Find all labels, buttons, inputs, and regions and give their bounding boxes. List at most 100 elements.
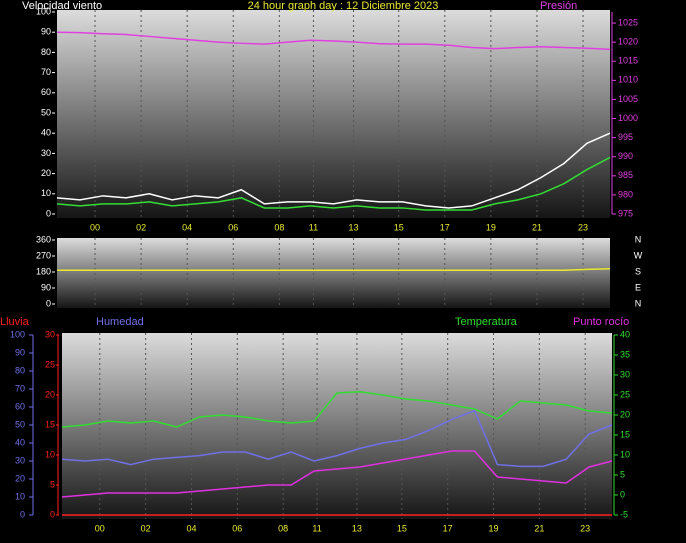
y-tick-label: 5 xyxy=(50,479,55,489)
y3-tick-label: 80 xyxy=(15,365,25,375)
plot-area xyxy=(57,10,610,218)
x-tick-label: 02 xyxy=(136,222,146,232)
legend-label: Temperatura xyxy=(455,316,518,328)
y-tick-label: 40 xyxy=(41,128,51,138)
series-line xyxy=(61,450,613,498)
x-tick-label: 04 xyxy=(182,222,192,232)
y2-tick-label: 5 xyxy=(620,469,625,479)
x-tick-label: 00 xyxy=(95,523,105,533)
y3-tick-label: 90 xyxy=(15,347,25,357)
x-tick-label: 21 xyxy=(532,222,542,232)
legend-label: Punto rocío xyxy=(573,316,629,328)
y3-tick-label: 40 xyxy=(15,437,25,447)
y2-tick-label: 1005 xyxy=(618,94,638,104)
y-tick-label: 50 xyxy=(41,107,51,117)
series-line xyxy=(61,391,613,428)
y2-tick-label: 980 xyxy=(618,189,633,199)
series-line xyxy=(56,156,611,211)
y2-tick-label: 20 xyxy=(620,409,630,419)
y2-tick-label: 990 xyxy=(618,151,633,161)
y-tick-label: 180 xyxy=(36,266,51,276)
y-tick-label: 90 xyxy=(41,27,51,37)
x-tick-label: 13 xyxy=(349,222,359,232)
x-tick-label: 15 xyxy=(394,222,404,232)
chart-title: 24 hour graph day : 12 Diciembre 2023 xyxy=(248,0,439,12)
x-tick-label: 23 xyxy=(580,523,590,533)
y-tick-label: 90 xyxy=(41,282,51,292)
y-tick-label: 0 xyxy=(46,298,51,308)
y-tick-label: 25 xyxy=(45,359,55,369)
y2-tick-label: 995 xyxy=(618,132,633,142)
x-tick-label: 13 xyxy=(352,523,362,533)
x-tick-label: 06 xyxy=(228,222,238,232)
x-tick-label: 17 xyxy=(440,222,450,232)
x-tick-label: 23 xyxy=(578,222,588,232)
series-line xyxy=(56,31,611,51)
legend-label: Humedad xyxy=(96,316,144,328)
y2-tick-label: 35 xyxy=(620,349,630,359)
y-tick-label: 30 xyxy=(41,148,51,158)
y-tick-label: 270 xyxy=(36,250,51,260)
y2-tick-label: 25 xyxy=(620,389,630,399)
x-tick-label: 19 xyxy=(486,222,496,232)
x-tick-label: 02 xyxy=(141,523,151,533)
y2-tick-label: 10 xyxy=(620,449,630,459)
x-tick-label: 19 xyxy=(489,523,499,533)
y2-tick-label: 1015 xyxy=(618,56,638,66)
legend-label: Lluvia xyxy=(0,316,30,328)
y2-tick-label: 40 xyxy=(620,329,630,339)
y-tick-label: 100 xyxy=(36,6,51,16)
plot-area xyxy=(62,333,612,519)
series-line xyxy=(56,132,611,209)
y2-tick-label: 15 xyxy=(620,429,630,439)
y3-tick-label: 0 xyxy=(20,509,25,519)
y2-tick-label: 1010 xyxy=(618,75,638,85)
y3-tick-label: 60 xyxy=(15,401,25,411)
axis-label: Velocidad viento xyxy=(22,0,102,12)
compass-label: N xyxy=(635,234,642,244)
y-tick-label: 70 xyxy=(41,67,51,77)
x-tick-label: 08 xyxy=(278,523,288,533)
y-tick-label: 20 xyxy=(41,168,51,178)
x-tick-label: 08 xyxy=(274,222,284,232)
compass-label: N xyxy=(635,298,642,308)
y2-tick-label: 30 xyxy=(620,369,630,379)
x-tick-label: 06 xyxy=(232,523,242,533)
y-tick-label: 0 xyxy=(50,509,55,519)
y-tick-label: 360 xyxy=(36,234,51,244)
x-tick-label: 11 xyxy=(309,222,318,232)
y3-tick-label: 20 xyxy=(15,473,25,483)
y-tick-label: 10 xyxy=(41,188,51,198)
y-tick-label: 15 xyxy=(45,419,55,429)
series-line xyxy=(57,268,611,271)
plot-area xyxy=(57,238,610,308)
y3-tick-label: 50 xyxy=(15,419,25,429)
y-tick-label: 80 xyxy=(41,47,51,57)
y2-tick-label: 0 xyxy=(620,489,625,499)
x-tick-label: 11 xyxy=(312,523,321,533)
x-tick-label: 15 xyxy=(397,523,407,533)
x-tick-label: 17 xyxy=(443,523,453,533)
y2-tick-label: 1020 xyxy=(618,37,638,47)
y2-tick-label: 985 xyxy=(618,170,633,180)
y3-tick-label: 100 xyxy=(10,329,25,339)
y-tick-label: 10 xyxy=(45,449,55,459)
y-tick-label: 60 xyxy=(41,87,51,97)
y3-tick-label: 30 xyxy=(15,455,25,465)
y3-tick-label: 70 xyxy=(15,383,25,393)
y-tick-label: 30 xyxy=(45,329,55,339)
x-tick-label: 00 xyxy=(90,222,100,232)
y3-tick-label: 10 xyxy=(15,491,25,501)
y2-tick-label: 1025 xyxy=(618,17,638,27)
y2-tick-label: 1000 xyxy=(618,113,638,123)
axis-label: Presión xyxy=(540,0,577,12)
y-tick-label: 0 xyxy=(46,208,51,218)
compass-label: W xyxy=(634,250,643,260)
compass-label: S xyxy=(635,266,641,276)
y2-tick-label: -5 xyxy=(620,509,628,519)
compass-label: E xyxy=(635,282,641,292)
x-tick-label: 21 xyxy=(534,523,544,533)
series-line xyxy=(61,409,613,468)
